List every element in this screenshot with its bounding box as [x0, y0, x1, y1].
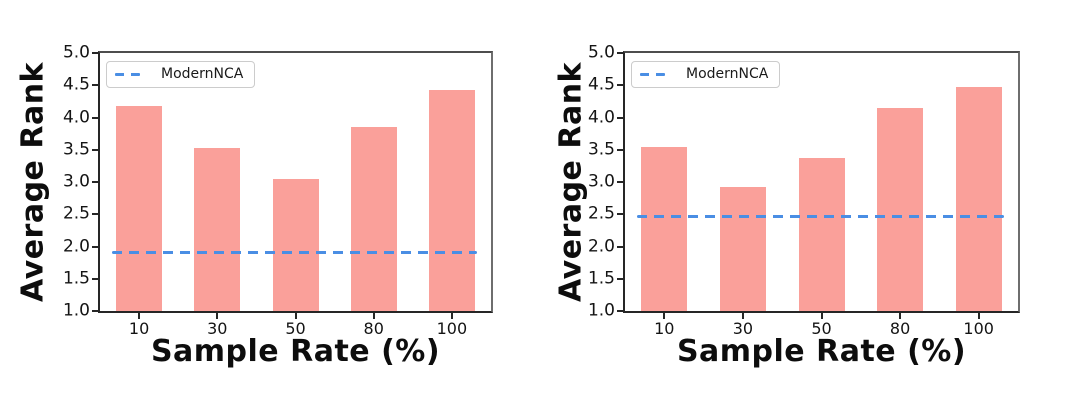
x-tick-label: 80: [889, 319, 911, 338]
y-tick-label: 2.5: [587, 203, 615, 224]
y-tick-mark: [92, 310, 98, 312]
x-tick-mark: [977, 313, 980, 319]
y-tick-label: 3.0: [587, 171, 615, 192]
bar: [194, 147, 241, 311]
x-tick-label: 50: [811, 319, 832, 338]
y-tick-label: 1.0: [587, 300, 615, 321]
legend-label: ModernNCA: [161, 66, 244, 82]
x-axis-label: Sample Rate (%): [676, 334, 967, 369]
x-tick-mark: [741, 313, 744, 319]
x-tick-label: 10: [128, 319, 150, 338]
y-tick-mark: [92, 84, 98, 87]
x-tick-label: 30: [207, 319, 228, 338]
y-tick-label: 1.5: [62, 268, 90, 289]
y-tick-mark: [92, 148, 98, 151]
bars-group: [100, 53, 491, 311]
x-tick-label: 100: [963, 319, 994, 338]
x-tick-mark: [138, 313, 141, 319]
y-tick-label: 4.5: [62, 74, 90, 95]
x-tick-mark: [820, 313, 823, 319]
y-tick-mark: [617, 245, 623, 248]
y-tick-label: 4.5: [587, 74, 615, 95]
bar: [955, 86, 1002, 311]
y-tick-label: 5.0: [62, 42, 90, 63]
y-tick-label: 3.5: [587, 139, 615, 160]
bar: [719, 187, 766, 311]
y-tick-mark: [92, 181, 98, 183]
x-tick-label: 30: [732, 319, 754, 338]
y-tick-mark: [92, 277, 98, 280]
bar: [641, 147, 688, 311]
y-tick-mark: [617, 213, 623, 216]
x-tick-label: 10: [654, 319, 675, 338]
x-tick-label: 50: [285, 319, 306, 338]
y-tick-mark: [92, 245, 98, 248]
y-tick-label: 3.0: [62, 171, 90, 192]
x-tick-mark: [294, 313, 297, 319]
y-tick-mark: [617, 148, 623, 151]
y-tick-mark: [617, 181, 623, 183]
x-tick-label: 80: [363, 319, 384, 338]
bar: [877, 107, 924, 311]
y-tick-mark: [92, 213, 98, 216]
y-tick-mark: [617, 277, 623, 280]
y-tick-label: 2.0: [62, 236, 90, 256]
reference-line: [637, 215, 1004, 219]
y-tick-label: 4.0: [62, 107, 90, 127]
legend: ModernNCA: [631, 61, 781, 89]
chart-right: Average Rank ModernNCA Sample Rate (%) 1…: [540, 0, 1080, 403]
plot-area: ModernNCA Sample Rate (%) 1.0 1.5 2.0 2.5 3.…: [588, 44, 1020, 369]
y-tick-label: 3.5: [62, 139, 90, 160]
y-tick-mark: [617, 116, 623, 119]
y-tick-mark: [92, 116, 98, 119]
legend-dashed-line-icon: [115, 73, 140, 77]
y-tick-mark: [617, 52, 623, 54]
y-tick-label: 5.0: [587, 42, 615, 63]
plot-area: ModernNCA Sample Rate (%) 1.0 1.5 2.0 2.5 3.…: [63, 44, 493, 369]
y-tick-label: 4.0: [587, 107, 615, 127]
x-axis-label: Sample Rate (%): [150, 334, 441, 369]
legend-label: ModernNCA: [686, 66, 769, 82]
x-tick-label: 100: [436, 319, 468, 338]
y-tick-mark: [617, 84, 623, 87]
x-tick-mark: [899, 313, 902, 319]
y-tick-label: 1.0: [62, 300, 90, 321]
legend-dashed-line-icon: [640, 73, 665, 77]
y-tick-label: 2.5: [62, 203, 90, 224]
bar: [272, 179, 319, 311]
bar: [798, 157, 845, 311]
bar: [428, 89, 475, 311]
y-tick-label: 1.5: [587, 268, 615, 289]
y-axis-label: Average Rank: [15, 61, 51, 303]
bars-group: [625, 53, 1018, 311]
x-tick-mark: [450, 313, 453, 319]
bar: [350, 127, 397, 311]
reference-line: [112, 250, 477, 254]
y-tick-mark: [617, 310, 623, 312]
x-tick-mark: [216, 313, 219, 319]
legend: ModernNCA: [106, 61, 256, 89]
x-tick-mark: [372, 313, 375, 319]
y-tick-mark: [92, 52, 98, 54]
x-tick-mark: [663, 313, 666, 319]
y-axis-label: Average Rank: [553, 61, 589, 303]
chart-left: Average Rank ModernNCA Sample Rate (%) 1…: [15, 44, 493, 369]
bar: [116, 105, 163, 311]
y-tick-label: 2.0: [587, 236, 615, 256]
